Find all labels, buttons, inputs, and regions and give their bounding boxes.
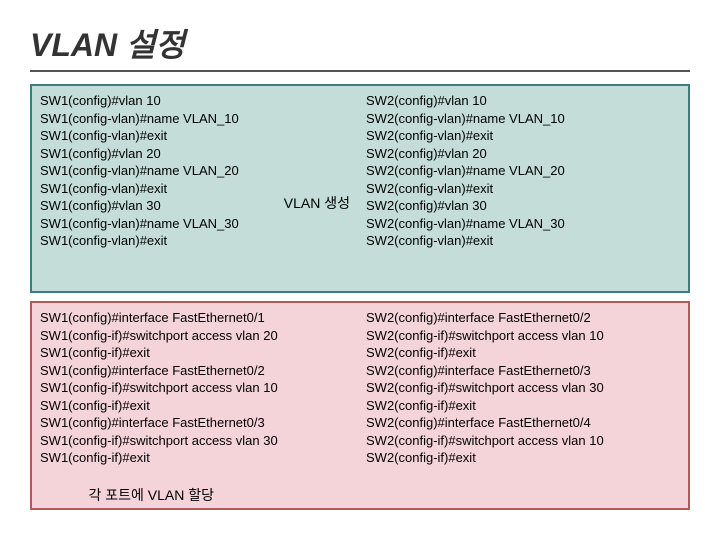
annotation-vlan-create: VLAN 생성 [284,194,350,213]
columns-top: SW1(config)#vlan 10 SW1(config-vlan)#nam… [40,92,680,285]
sw2-vlan-config: SW2(config)#vlan 10 SW2(config-vlan)#nam… [366,92,680,285]
sw1-port-config: SW1(config)#interface FastEthernet0/1 SW… [40,309,354,502]
columns-bottom: SW1(config)#interface FastEthernet0/1 SW… [40,309,680,502]
annotation-vlan-assign: 각 포트에 VLAN 할당 [88,486,214,504]
vlan-assign-panel: SW1(config)#interface FastEthernet0/1 SW… [30,301,690,510]
sw2-port-config: SW2(config)#interface FastEthernet0/2 SW… [366,309,680,502]
page-title: VLAN 설정 [30,20,690,72]
vlan-create-panel: SW1(config)#vlan 10 SW1(config-vlan)#nam… [30,84,690,293]
sw1-vlan-config: SW1(config)#vlan 10 SW1(config-vlan)#nam… [40,92,354,285]
